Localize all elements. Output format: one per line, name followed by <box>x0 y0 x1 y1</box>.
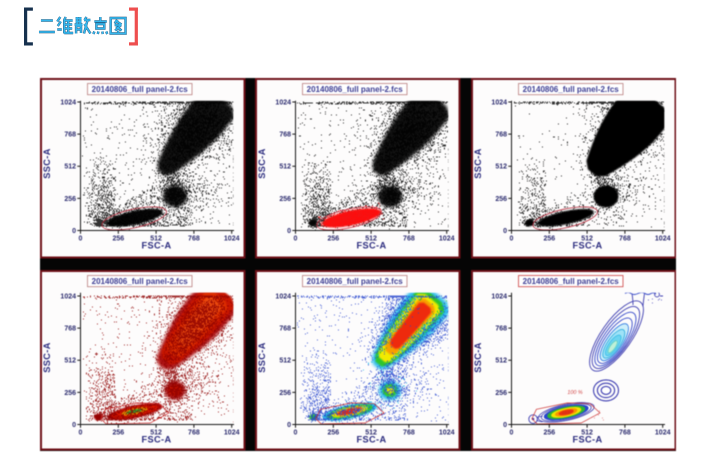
svg-text:256: 256 <box>112 429 124 436</box>
svg-text:1024: 1024 <box>491 99 507 106</box>
svg-text:0: 0 <box>503 228 507 235</box>
svg-text:256: 256 <box>280 390 292 397</box>
svg-text:1024: 1024 <box>439 429 455 436</box>
svg-text:0: 0 <box>72 228 76 235</box>
svg-text:256: 256 <box>328 429 340 436</box>
svg-text:512: 512 <box>495 358 507 365</box>
svg-text:0: 0 <box>79 429 83 436</box>
svg-text:256: 256 <box>543 429 555 436</box>
svg-text:512: 512 <box>150 235 162 242</box>
svg-text:0: 0 <box>287 228 291 235</box>
svg-text:1024: 1024 <box>276 99 292 106</box>
svg-text:256: 256 <box>64 390 76 397</box>
svg-text:SSC-A: SSC-A <box>42 148 52 179</box>
svg-text:512: 512 <box>366 429 378 436</box>
svg-text:512: 512 <box>495 164 507 171</box>
svg-text:FSC-A: FSC-A <box>572 434 602 444</box>
svg-text:0: 0 <box>79 235 83 242</box>
svg-text:1024: 1024 <box>655 429 671 436</box>
svg-text:768: 768 <box>280 326 292 333</box>
svg-text:768: 768 <box>495 326 507 333</box>
svg-text:0: 0 <box>509 235 513 242</box>
svg-text:1024: 1024 <box>655 235 671 242</box>
svg-text:1024: 1024 <box>224 235 240 242</box>
svg-text:100 %: 100 % <box>567 390 582 396</box>
svg-text:SSC-A: SSC-A <box>42 342 52 373</box>
svg-text:768: 768 <box>64 326 76 333</box>
svg-text:512: 512 <box>150 429 162 436</box>
svg-text:768: 768 <box>188 235 200 242</box>
svg-text:SSC-A: SSC-A <box>257 148 267 179</box>
svg-text:1024: 1024 <box>224 429 240 436</box>
svg-text:1024: 1024 <box>60 99 76 106</box>
svg-text:0: 0 <box>509 429 513 436</box>
svg-text:1024: 1024 <box>60 293 76 300</box>
svg-text:24.8: 24.8 <box>562 410 571 415</box>
svg-text:512: 512 <box>366 235 378 242</box>
svg-text:0: 0 <box>503 422 507 429</box>
svg-text:768: 768 <box>188 429 200 436</box>
svg-text:512: 512 <box>581 235 593 242</box>
svg-text:512: 512 <box>64 358 76 365</box>
svg-text:768: 768 <box>619 429 631 436</box>
svg-text:256: 256 <box>328 235 340 242</box>
svg-text:0: 0 <box>294 235 298 242</box>
svg-text:20140806_full panel-2.fcs: 20140806_full panel-2.fcs <box>92 85 189 94</box>
svg-text:768: 768 <box>403 429 415 436</box>
svg-text:1024: 1024 <box>276 293 292 300</box>
svg-text:SSC-A: SSC-A <box>473 148 483 179</box>
svg-text:256: 256 <box>543 235 555 242</box>
svg-text:FSC-A: FSC-A <box>357 434 387 444</box>
svg-text:20140806_full panel-2.fcs: 20140806_full panel-2.fcs <box>522 277 619 286</box>
svg-text:768: 768 <box>619 235 631 242</box>
svg-text:768: 768 <box>64 132 76 139</box>
svg-text:FSC-A: FSC-A <box>572 240 602 250</box>
svg-text:512: 512 <box>64 164 76 171</box>
svg-text:SSC-A: SSC-A <box>257 342 267 373</box>
svg-text:0: 0 <box>72 422 76 429</box>
svg-text:512: 512 <box>280 164 292 171</box>
svg-text:768: 768 <box>403 235 415 242</box>
svg-text:256: 256 <box>495 196 507 203</box>
svg-text:0: 0 <box>287 422 291 429</box>
svg-text:20140806_full panel-2.fcs: 20140806_full panel-2.fcs <box>307 85 404 94</box>
svg-text:512: 512 <box>280 358 292 365</box>
svg-text:0: 0 <box>294 429 298 436</box>
svg-text:1024: 1024 <box>439 235 455 242</box>
svg-text:20140806_full panel-2.fcs: 20140806_full panel-2.fcs <box>307 277 404 286</box>
svg-text:SSC-A: SSC-A <box>473 342 483 373</box>
svg-text:256: 256 <box>112 235 124 242</box>
svg-text:256: 256 <box>64 196 76 203</box>
svg-text:256: 256 <box>280 196 292 203</box>
svg-text:FSC-A: FSC-A <box>357 240 387 250</box>
svg-text:768: 768 <box>495 132 507 139</box>
svg-text:FSC-A: FSC-A <box>141 434 171 444</box>
svg-text:20140806_full panel-2.fcs: 20140806_full panel-2.fcs <box>522 85 619 94</box>
svg-text:20140806_full panel-2.fcs: 20140806_full panel-2.fcs <box>92 277 189 286</box>
svg-text:256: 256 <box>495 390 507 397</box>
svg-text:512: 512 <box>581 429 593 436</box>
svg-text:FSC-A: FSC-A <box>141 240 171 250</box>
svg-text:768: 768 <box>280 132 292 139</box>
svg-text:1024: 1024 <box>491 293 507 300</box>
